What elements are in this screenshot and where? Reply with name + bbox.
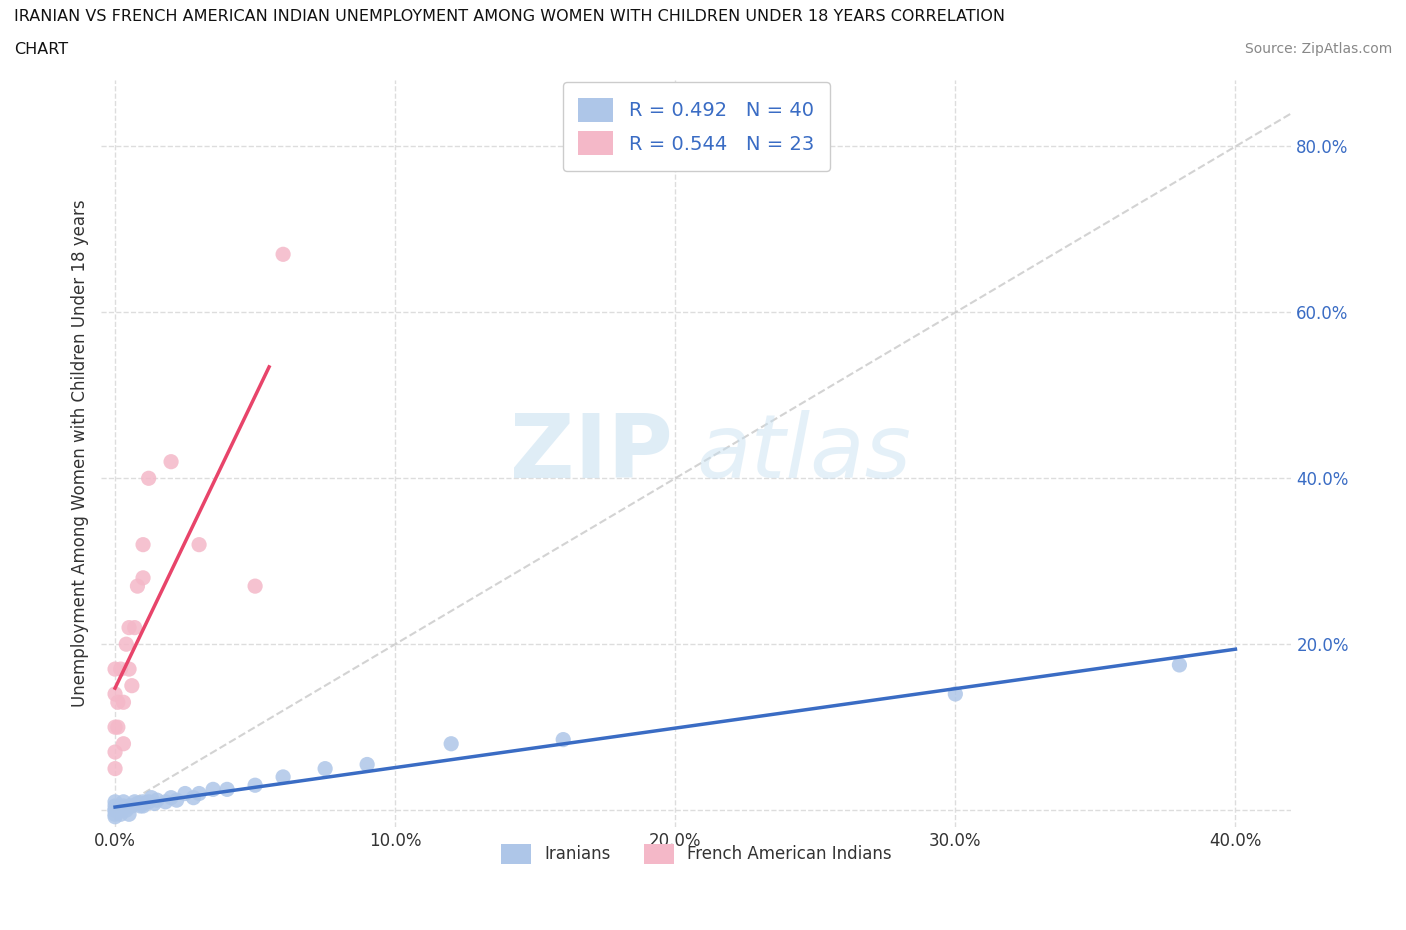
Text: CHART: CHART xyxy=(14,42,67,57)
Y-axis label: Unemployment Among Women with Children Under 18 years: Unemployment Among Women with Children U… xyxy=(72,200,89,707)
Point xyxy=(202,782,225,797)
Point xyxy=(110,661,132,676)
Point xyxy=(104,686,127,701)
Point xyxy=(440,737,463,751)
Point xyxy=(104,809,127,824)
Point xyxy=(129,799,152,814)
Point xyxy=(271,246,294,261)
Point xyxy=(110,807,132,822)
Point xyxy=(104,761,127,776)
Point xyxy=(132,538,155,552)
Point xyxy=(107,695,129,710)
Point xyxy=(104,803,127,817)
Point xyxy=(183,790,205,805)
Point xyxy=(104,745,127,760)
Point xyxy=(553,732,575,747)
Point xyxy=(112,799,135,814)
Point xyxy=(112,794,135,809)
Point xyxy=(143,796,166,811)
Point xyxy=(243,578,266,593)
Point xyxy=(110,803,132,817)
Point xyxy=(104,807,127,822)
Point xyxy=(356,757,378,772)
Point xyxy=(132,570,155,585)
Point xyxy=(121,799,143,814)
Point xyxy=(104,720,127,735)
Point xyxy=(188,786,211,801)
Point xyxy=(127,578,149,593)
Text: atlas: atlas xyxy=(696,410,911,497)
Point xyxy=(1168,658,1191,672)
Point xyxy=(118,620,141,635)
Point xyxy=(155,794,177,809)
Point xyxy=(217,782,239,797)
Point xyxy=(188,538,211,552)
Text: Source: ZipAtlas.com: Source: ZipAtlas.com xyxy=(1244,42,1392,56)
Point xyxy=(132,796,155,811)
Point xyxy=(160,454,183,469)
Point xyxy=(115,803,138,817)
Point xyxy=(112,695,135,710)
Point xyxy=(138,794,160,809)
Point xyxy=(314,761,336,776)
Point xyxy=(118,807,141,822)
Point xyxy=(104,661,127,676)
Point xyxy=(146,792,169,807)
Point xyxy=(121,678,143,693)
Point xyxy=(118,661,141,676)
Point xyxy=(132,799,155,814)
Point xyxy=(118,799,141,814)
Point xyxy=(124,620,146,635)
Text: ZIP: ZIP xyxy=(510,410,672,497)
Text: IRANIAN VS FRENCH AMERICAN INDIAN UNEMPLOYMENT AMONG WOMEN WITH CHILDREN UNDER 1: IRANIAN VS FRENCH AMERICAN INDIAN UNEMPL… xyxy=(14,9,1005,24)
Point xyxy=(104,803,127,817)
Point xyxy=(271,769,294,784)
Point xyxy=(141,790,163,805)
Point xyxy=(138,471,160,485)
Point xyxy=(107,720,129,735)
Point xyxy=(104,794,127,809)
Point xyxy=(160,790,183,805)
Point xyxy=(127,796,149,811)
Point xyxy=(174,786,197,801)
Legend: Iranians, French American Indians: Iranians, French American Indians xyxy=(494,837,898,870)
Point xyxy=(132,794,155,809)
Point xyxy=(166,792,188,807)
Point xyxy=(243,777,266,792)
Point xyxy=(943,686,966,701)
Point xyxy=(124,794,146,809)
Point xyxy=(112,737,135,751)
Point xyxy=(115,637,138,652)
Point xyxy=(104,799,127,814)
